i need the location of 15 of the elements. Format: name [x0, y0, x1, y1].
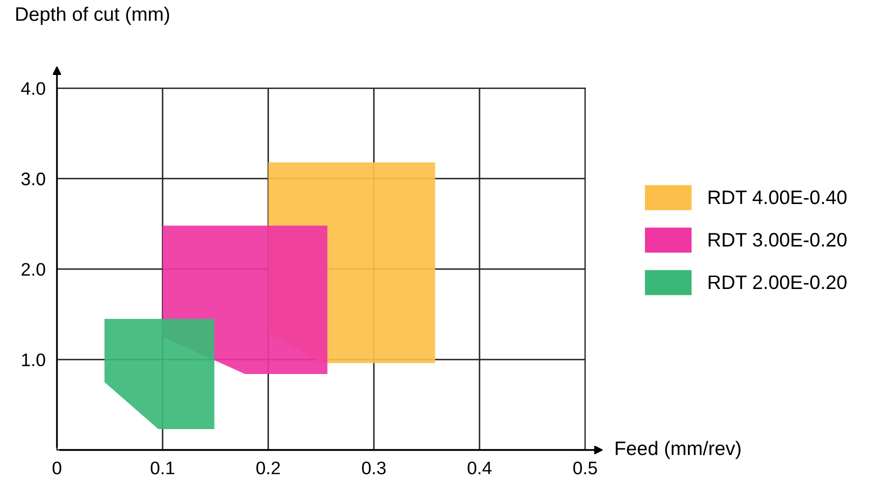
legend-label: RDT 2.00E-0.20	[708, 275, 847, 290]
y-tick-label: 1.0	[22, 353, 46, 366]
legend-label: RDT 3.00E-0.20	[708, 232, 847, 247]
x-tick-label: 0.1	[150, 462, 174, 474]
y-axis-title: Depth of cut (mm)	[16, 6, 170, 25]
x-tick-label: 0.4	[468, 462, 492, 474]
x-axis-title: Feed (mm/rev)	[616, 440, 740, 460]
x-tick-label: 0	[52, 462, 62, 474]
x-tick-label: 0.5	[573, 462, 597, 474]
legend-label: RDT 4.00E-0.40	[708, 190, 847, 204]
y-tick-label: 2.0	[22, 263, 46, 276]
y-tick-label: 4.0	[21, 82, 46, 95]
x-tick-label: 0.2	[256, 462, 280, 474]
y-tick-label: 3.0	[21, 172, 46, 186]
x-tick-label: 0.3	[362, 462, 386, 474]
